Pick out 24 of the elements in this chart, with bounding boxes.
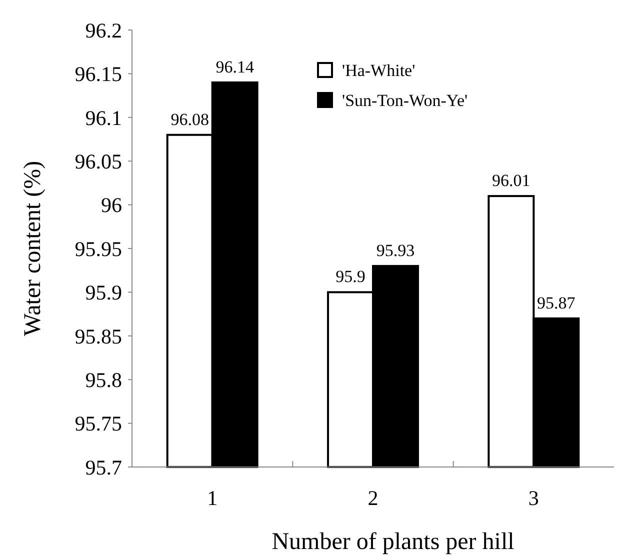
y-tick-label: 95.7 <box>85 455 122 480</box>
data-label: 95.9 <box>336 267 366 286</box>
y-tick-label: 96.2 <box>85 18 122 42</box>
legend-label: 'Sun-Ton-Won-Ye' <box>342 90 468 110</box>
data-label: 95.93 <box>376 240 415 260</box>
x-tick-label: 2 <box>368 486 378 510</box>
data-label: 96.14 <box>216 57 254 76</box>
x-axis-title: Number of plants per hill <box>272 529 515 555</box>
legend-label: 'Ha-White' <box>342 60 416 80</box>
y-tick-label: 95.75 <box>74 412 122 436</box>
y-tick-label: 96.15 <box>74 62 122 86</box>
data-label: 96.01 <box>492 171 530 190</box>
x-tick-label: 1 <box>207 486 218 510</box>
data-label: 96.08 <box>170 110 209 129</box>
y-tick-label: 96.05 <box>74 149 122 174</box>
y-tick-label: 95.95 <box>74 236 122 261</box>
y-tick-label: 95.85 <box>74 324 122 348</box>
y-tick-label: 96.1 <box>85 106 122 130</box>
data-label: 95.87 <box>537 293 576 312</box>
y-tick-label: 95.9 <box>85 280 122 305</box>
y-tick-label: 96 <box>101 193 122 218</box>
y-axis-title: Water content (%) <box>20 160 46 336</box>
x-tick-label: 3 <box>528 486 539 510</box>
y-tick-label: 95.8 <box>85 368 122 392</box>
